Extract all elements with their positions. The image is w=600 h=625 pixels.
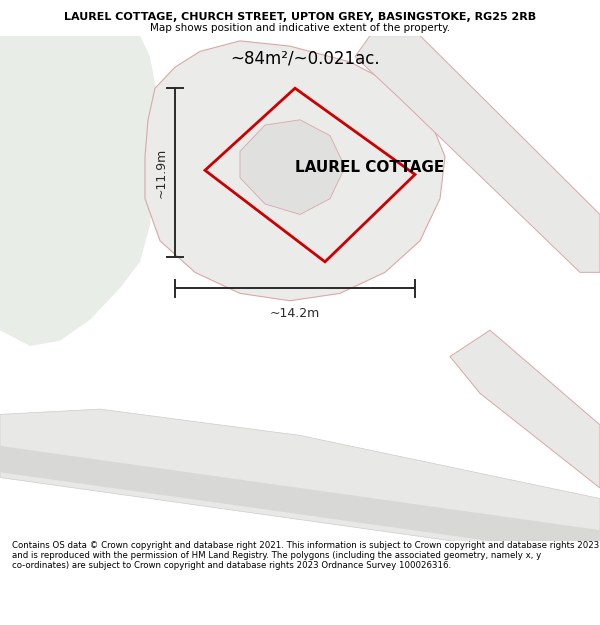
Text: LAUREL COTTAGE, CHURCH STREET, UPTON GREY, BASINGSTOKE, RG25 2RB: LAUREL COTTAGE, CHURCH STREET, UPTON GRE… xyxy=(64,12,536,22)
Polygon shape xyxy=(145,41,445,301)
Polygon shape xyxy=(0,36,160,346)
Polygon shape xyxy=(450,330,600,488)
Polygon shape xyxy=(355,36,600,272)
Text: Contains OS data © Crown copyright and database right 2021. This information is : Contains OS data © Crown copyright and d… xyxy=(12,541,599,571)
Text: LAUREL COTTAGE: LAUREL COTTAGE xyxy=(295,159,445,174)
Text: ~84m²/~0.021ac.: ~84m²/~0.021ac. xyxy=(230,50,380,68)
Polygon shape xyxy=(0,409,600,562)
Text: ~14.2m: ~14.2m xyxy=(270,307,320,320)
Text: Map shows position and indicative extent of the property.: Map shows position and indicative extent… xyxy=(150,23,450,33)
Polygon shape xyxy=(240,120,345,214)
Polygon shape xyxy=(0,446,600,556)
Text: ~11.9m: ~11.9m xyxy=(155,148,167,198)
